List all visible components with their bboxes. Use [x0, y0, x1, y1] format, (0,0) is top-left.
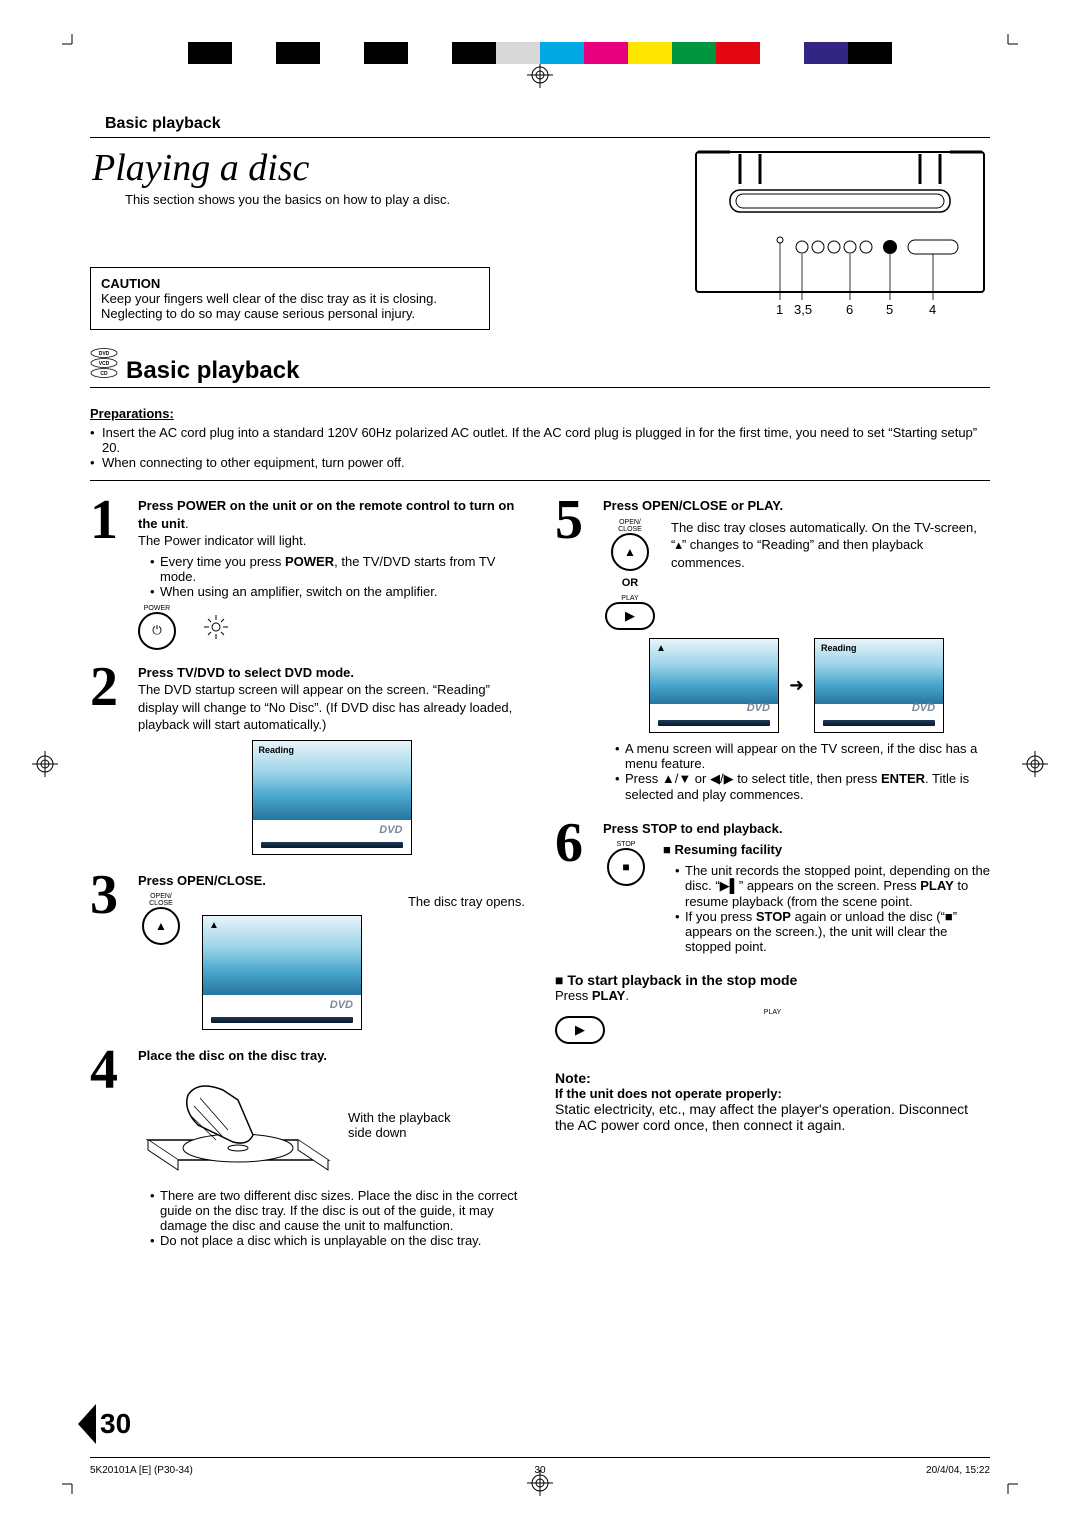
svg-text:1: 1 — [776, 302, 783, 317]
open-close-button-icon: ▲ — [142, 907, 180, 945]
section-heading-row: DVD VCD CD Basic playback — [90, 348, 990, 385]
note-text: Static electricity, etc., may affect the… — [555, 1101, 990, 1133]
media-badge: DVD VCD CD — [90, 348, 118, 378]
reg-target-left — [32, 751, 58, 777]
step-number: 5 — [555, 497, 595, 806]
screen-thumb: ▲ DVD — [202, 915, 362, 1030]
steps-columns: 1 Press POWER on the unit or on the remo… — [90, 497, 990, 1266]
svg-text:6: 6 — [846, 302, 853, 317]
section-title: Basic playback — [126, 357, 299, 385]
svg-text:3,5: 3,5 — [794, 302, 812, 317]
footer-center: 30 — [534, 1465, 545, 1476]
screen-thumb: ▲DVD — [649, 638, 779, 733]
play-button-icon: ▶ — [605, 602, 655, 630]
section-rule — [90, 387, 990, 388]
note-sub: If the unit does not operate properly: — [555, 1086, 990, 1101]
prep-heading: Preparations: — [90, 406, 990, 421]
footer-right: 20/4/04, 15:22 — [926, 1465, 990, 1476]
left-column: 1 Press POWER on the unit or on the remo… — [90, 497, 525, 1266]
caution-box: CAUTION Keep your fingers well clear of … — [90, 267, 490, 330]
stop-button-icon: ■ — [607, 848, 645, 886]
header-rule — [90, 137, 990, 138]
step-line: The Power indicator will light. — [138, 532, 525, 550]
crop-mark-tr — [998, 34, 1018, 54]
stop-button-label: STOP — [603, 841, 649, 848]
crop-mark-bl — [62, 1474, 82, 1494]
step-2: 2 Press TV/DVD to select DVD mode. The D… — [90, 664, 525, 858]
step-1: 1 Press POWER on the unit or on the remo… — [90, 497, 525, 650]
reg-target-right — [1022, 751, 1048, 777]
step-title: Press TV/DVD to select DVD mode. — [138, 665, 354, 680]
note-heading: Note: — [555, 1070, 990, 1086]
step-title: Place the disc on the disc tray. — [138, 1048, 327, 1063]
start-playback-heading: ■ To start playback in the stop mode — [555, 972, 990, 988]
header-section-title: Basic playback — [90, 115, 990, 133]
start-playback-section: ■ To start playback in the stop mode Pre… — [555, 972, 990, 1044]
screen-thumb: Reading DVD — [252, 740, 412, 855]
footer-left: 5K20101A [E] (P30-34) — [90, 1465, 193, 1476]
step-3: 3 Press OPEN/CLOSE. OPEN/ CLOSE ▲ The di… — [90, 872, 525, 1033]
preparations: Preparations: •Insert the AC cord plug i… — [90, 406, 990, 470]
reg-target-top — [527, 62, 553, 88]
disc-insert-illustration — [138, 1070, 338, 1180]
step-4: 4 Place the disc on the disc tray. With … — [90, 1047, 525, 1253]
prep-item: Insert the AC cord plug into a standard … — [102, 425, 977, 455]
play-button-label: PLAY — [603, 595, 657, 602]
page-number-badge: 30 — [100, 1408, 131, 1440]
right-column: 5 Press OPEN/CLOSE or PLAY. OPEN/ CLOSE … — [555, 497, 990, 1266]
note-section: Note: If the unit does not operate prope… — [555, 1070, 990, 1133]
svg-text:4: 4 — [929, 302, 936, 317]
caution-text: Keep your fingers well clear of the disc… — [101, 291, 479, 321]
step-number: 6 — [555, 820, 595, 958]
step-number: 2 — [90, 664, 130, 858]
device-diagram: 1 3,5 6 5 4 — [690, 150, 990, 350]
step-line: The disc tray opens. — [202, 893, 525, 911]
crop-mark-tl — [62, 34, 82, 54]
footer-rule — [90, 1457, 990, 1458]
play-button-icon: ▶ — [555, 1016, 605, 1044]
step-line: The disc tray closes automatically. On t… — [671, 519, 990, 630]
caution-heading: CAUTION — [101, 276, 479, 291]
open-close-button-label: OPEN/ CLOSE — [138, 893, 184, 907]
svg-text:VCD: VCD — [99, 361, 110, 367]
step-title: Press OPEN/CLOSE. — [138, 873, 266, 888]
arrow-right-icon: ➜ — [789, 675, 804, 696]
prep-item: When connecting to other equipment, turn… — [102, 455, 405, 470]
screen-thumb: ReadingDVD — [814, 638, 944, 733]
step-5: 5 Press OPEN/CLOSE or PLAY. OPEN/ CLOSE … — [555, 497, 990, 806]
play-button-label: PLAY — [555, 1009, 990, 1016]
svg-text:CD: CD — [100, 371, 108, 377]
open-close-button-icon: ▲ — [611, 533, 649, 571]
step-title: Press OPEN/CLOSE or PLAY. — [603, 498, 783, 513]
step-side-text: With the playback side down — [348, 1110, 458, 1140]
step-number: 3 — [90, 872, 130, 1033]
step-number: 4 — [90, 1047, 130, 1253]
open-close-button-label: OPEN/ CLOSE — [603, 519, 657, 533]
manual-page: Basic playback Playing a disc This secti… — [0, 0, 1080, 1528]
indicator-icon — [196, 612, 236, 642]
resume-heading: ■ Resuming facility — [663, 841, 990, 859]
step-line: The DVD startup screen will appear on th… — [138, 681, 525, 734]
step-title: Press POWER on the unit or on the remote… — [138, 498, 514, 531]
power-button-label: POWER — [138, 605, 176, 612]
step-number: 1 — [90, 497, 130, 650]
step-6: 6 Press STOP to end playback. STOP ■ ■ R… — [555, 820, 990, 958]
crop-mark-br — [998, 1474, 1018, 1494]
step-title: Press STOP to end playback. — [603, 821, 782, 836]
power-button-icon: ⏻ — [138, 612, 176, 650]
svg-text:5: 5 — [886, 302, 893, 317]
or-label: OR — [603, 577, 657, 589]
printer-color-bar — [188, 42, 892, 64]
svg-text:DVD: DVD — [99, 351, 110, 357]
prep-rule — [90, 480, 990, 481]
